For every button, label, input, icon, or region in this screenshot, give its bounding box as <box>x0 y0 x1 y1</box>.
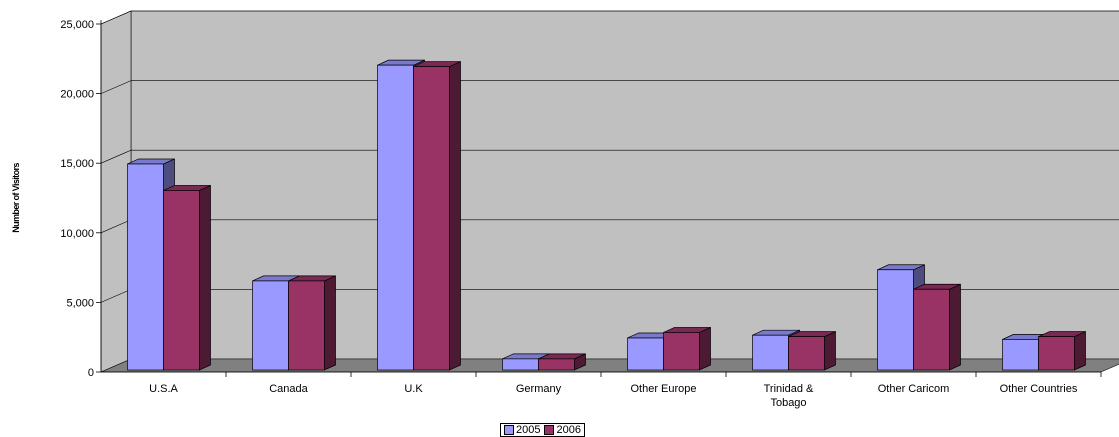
x-tick-label: Other Countries <box>1000 383 1078 395</box>
bars <box>127 59 1086 371</box>
bar-2005-5 <box>752 334 789 371</box>
y-tick-label: 10,000 <box>60 228 94 240</box>
y-tick-label: 0 <box>88 367 94 379</box>
bar-2006-6 <box>913 288 950 371</box>
x-tick-label: Trinidad & <box>764 383 814 395</box>
axes: 0 5,000 10,000 15,000 20,000 25,000 U.S.A Canad… <box>60 19 1102 409</box>
bar-2005-0 <box>127 163 164 371</box>
legend-swatch-2006 <box>544 425 555 435</box>
legend-item-2006: 2006 <box>544 423 581 436</box>
x-tick-label: U.K <box>404 383 423 395</box>
y-tick-label: 15,000 <box>60 158 94 170</box>
x-tick-label: Tobago <box>770 397 806 409</box>
bar-2006-3 <box>538 358 575 371</box>
bar-2006-1-side <box>324 275 336 371</box>
bar-2005-1 <box>252 280 289 371</box>
y-tick-label: 25,000 <box>60 19 94 31</box>
y-tick-label: 20,000 <box>60 89 94 101</box>
legend-item-2005: 2005 <box>504 423 541 436</box>
x-tick-label: Germany <box>516 383 562 395</box>
bar-2006-2 <box>413 66 450 371</box>
bar-2006-4 <box>663 332 700 371</box>
y-axis-label: Number of Visitors <box>11 163 21 233</box>
bar-2006-0-side <box>199 184 211 371</box>
bar-chart: 0 5,000 10,000 15,000 20,000 25,000 U.S.A Canad… <box>11 10 1119 409</box>
bar-2006-7 <box>1038 336 1075 371</box>
gridline-side <box>100 80 132 94</box>
gridline-side <box>100 219 132 234</box>
bar-2006-6-side <box>949 283 961 371</box>
legend-label-2005: 2005 <box>516 423 541 436</box>
bar-2005-2 <box>377 64 414 371</box>
gridline-side <box>100 149 132 164</box>
x-tick-label: U.S.A <box>149 383 178 395</box>
side-wall <box>100 10 132 373</box>
bar-2005-7 <box>1002 339 1039 371</box>
legend-swatch-2005 <box>504 425 514 435</box>
bar-2006-5-side <box>824 331 836 371</box>
x-tick-label: Other Europe <box>630 383 696 395</box>
bar-2006-4-side <box>699 326 711 371</box>
gridline-side <box>100 10 132 25</box>
legend-label-2006: 2006 <box>556 423 581 436</box>
x-tick-label: Other Caricom <box>878 383 950 395</box>
bar-2006-7-side <box>1074 331 1086 371</box>
bar-2005-3 <box>502 358 539 371</box>
bar-2005-6 <box>877 269 914 371</box>
y-tick-label: 5,000 <box>66 297 94 309</box>
bar-2006-5 <box>788 336 825 371</box>
bar-2005-4 <box>627 337 664 371</box>
gridline-side <box>100 289 132 303</box>
bar-2006-0 <box>163 190 200 371</box>
legend: 2005 2006 <box>500 423 585 437</box>
bar-2006-1 <box>288 280 325 371</box>
x-tick-label: Canada <box>269 383 308 395</box>
bar-2006-2-side <box>449 61 461 371</box>
